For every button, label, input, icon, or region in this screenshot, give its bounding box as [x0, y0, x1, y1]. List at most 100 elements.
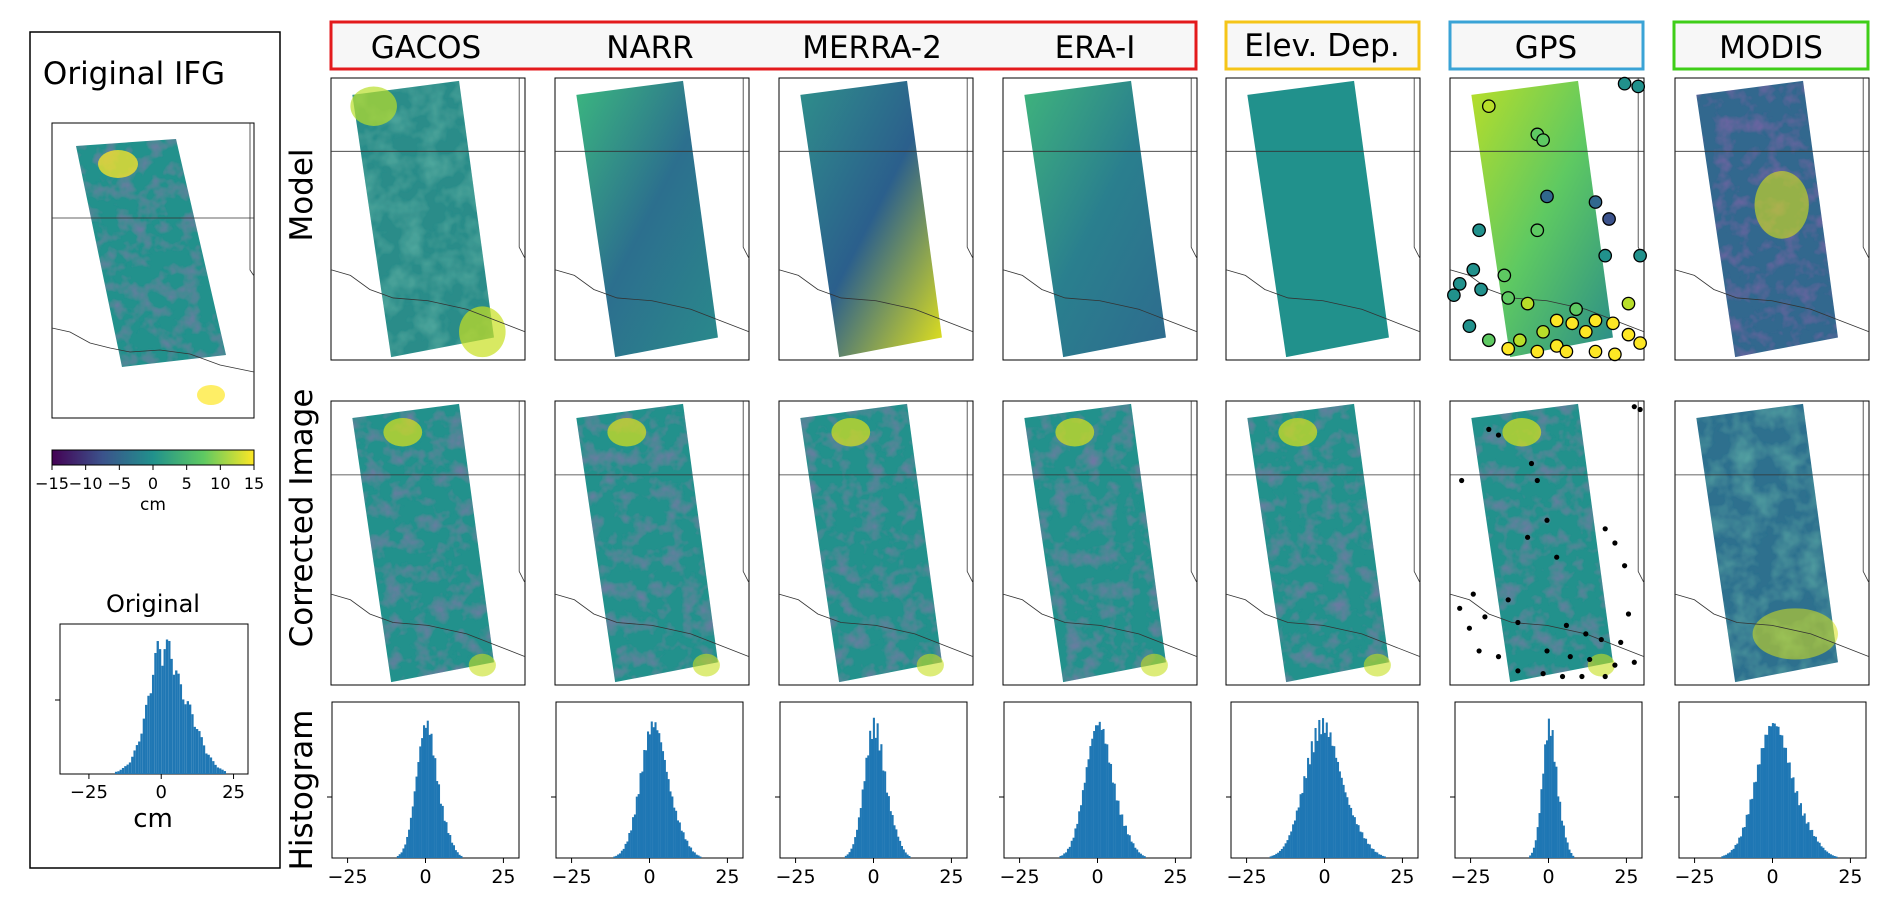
hist-bar: [1755, 781, 1758, 858]
original-hist-bar: [184, 704, 187, 774]
corrected-map-narr: [554, 400, 750, 686]
gps-station-point: [1612, 540, 1618, 546]
gps-station-marker: [1549, 313, 1564, 328]
hist-bar: [1303, 776, 1306, 858]
hist-tick-label: 0: [867, 866, 879, 888]
gps-station-marker: [1606, 316, 1620, 331]
hist-bar: [848, 852, 851, 858]
hist-bar: [1814, 836, 1817, 858]
hist-bar: [1342, 784, 1345, 858]
hist-bar: [645, 750, 648, 858]
hist-bar: [1280, 848, 1283, 858]
original-hist-bar: [188, 704, 192, 774]
hist-bar: [1070, 840, 1073, 858]
hist-bar: [1824, 850, 1827, 858]
gps-station-marker: [1617, 76, 1632, 91]
hist-bar: [1126, 834, 1129, 858]
left-panel-title: Original IFG: [43, 56, 225, 92]
hist-bar: [1087, 759, 1090, 858]
colorbar-tick-label: −5: [108, 474, 132, 493]
hist-bar: [1336, 761, 1340, 858]
hist-bar: [656, 730, 659, 858]
original-hist-bar: [145, 704, 148, 774]
hist-bar: [887, 796, 890, 858]
gps-station-point: [1583, 631, 1589, 637]
model-map-gps: [1447, 76, 1647, 362]
hist-bar: [1379, 854, 1383, 858]
hist-bar: [613, 856, 616, 858]
hist-bar: [1775, 726, 1778, 858]
gps-station-marker: [1633, 336, 1647, 350]
hist-bar: [409, 817, 412, 858]
hist-bar: [1310, 741, 1313, 858]
hist-bar: [878, 750, 881, 858]
hist-bar: [643, 749, 646, 858]
gps-station-marker: [1578, 324, 1593, 339]
colorbar-tick-label: −15: [35, 474, 69, 493]
hist-bar: [1773, 723, 1776, 858]
hist-bar: [667, 779, 670, 858]
hist-bar: [1536, 827, 1539, 858]
hist-bar: [1762, 748, 1765, 858]
hist-bar: [641, 771, 644, 858]
gps-station-point: [1602, 526, 1608, 532]
histogram-era-i: −25 0 25: [999, 701, 1192, 888]
hist-bar: [441, 805, 444, 858]
hist-bar: [678, 822, 681, 858]
hist-bar: [1076, 823, 1079, 858]
row-label-model: Model: [284, 148, 320, 241]
hist-bar: [1361, 832, 1364, 858]
original-hist-tick-label: 25: [222, 782, 245, 803]
hist-bar: [1288, 835, 1291, 858]
original-hist-bar: [221, 769, 224, 774]
hist-tick-label: 25: [1163, 866, 1187, 888]
model-map-gacos: [330, 77, 526, 361]
hist-bar: [615, 855, 618, 858]
gps-station-marker: [1452, 277, 1467, 291]
hist-bar: [1786, 762, 1789, 858]
hist-bar: [1553, 761, 1556, 858]
corrected-map-modis: [1674, 400, 1870, 686]
original-hist-bar: [177, 673, 180, 774]
colorbar-tick-label: 5: [182, 474, 192, 493]
original-hist-bar: [202, 745, 206, 774]
corrected-map-merra-2: [778, 400, 974, 686]
hist-bar: [1368, 844, 1371, 858]
original-hist-bar: [131, 756, 134, 774]
hist-bar: [1104, 743, 1107, 858]
hist-bar: [1301, 792, 1304, 858]
hist-bar: [1801, 815, 1804, 858]
hist-bar: [1820, 846, 1823, 858]
gps-station-point: [1482, 614, 1488, 620]
hist-bar: [856, 829, 859, 858]
hist-bar: [456, 852, 459, 858]
hist-bar: [1736, 843, 1739, 858]
hist-bar: [1357, 825, 1360, 858]
group-box-weather-models: [329, 20, 1198, 71]
corrected-map-gps: [1449, 400, 1645, 686]
hist-tick-label: −25: [1227, 866, 1267, 888]
hist-bar: [454, 850, 457, 858]
histogram-narr: −25 0 25: [551, 701, 744, 888]
hist-bar: [854, 837, 857, 858]
original-hist-bar: [195, 729, 199, 774]
hist-bar: [1065, 852, 1068, 858]
hist-bar: [1732, 848, 1735, 858]
gps-station-point: [1567, 654, 1573, 660]
hist-bar: [665, 771, 668, 858]
original-hist-bar: [163, 649, 166, 774]
hist-bar: [1355, 824, 1358, 858]
hist-bar: [899, 840, 902, 858]
original-hist-bar: [124, 766, 127, 774]
hist-bar: [413, 791, 416, 858]
original-ifg-map: [51, 122, 255, 419]
hist-bar: [633, 814, 636, 858]
hist-bar: [1372, 848, 1375, 858]
gps-station-marker: [1559, 344, 1574, 359]
hist-bar: [630, 830, 633, 858]
hist-bar: [908, 856, 911, 858]
hist-bar: [1080, 805, 1083, 858]
hist-bar: [1807, 822, 1810, 858]
hist-bar: [1329, 732, 1332, 858]
hist-bar: [871, 738, 874, 858]
